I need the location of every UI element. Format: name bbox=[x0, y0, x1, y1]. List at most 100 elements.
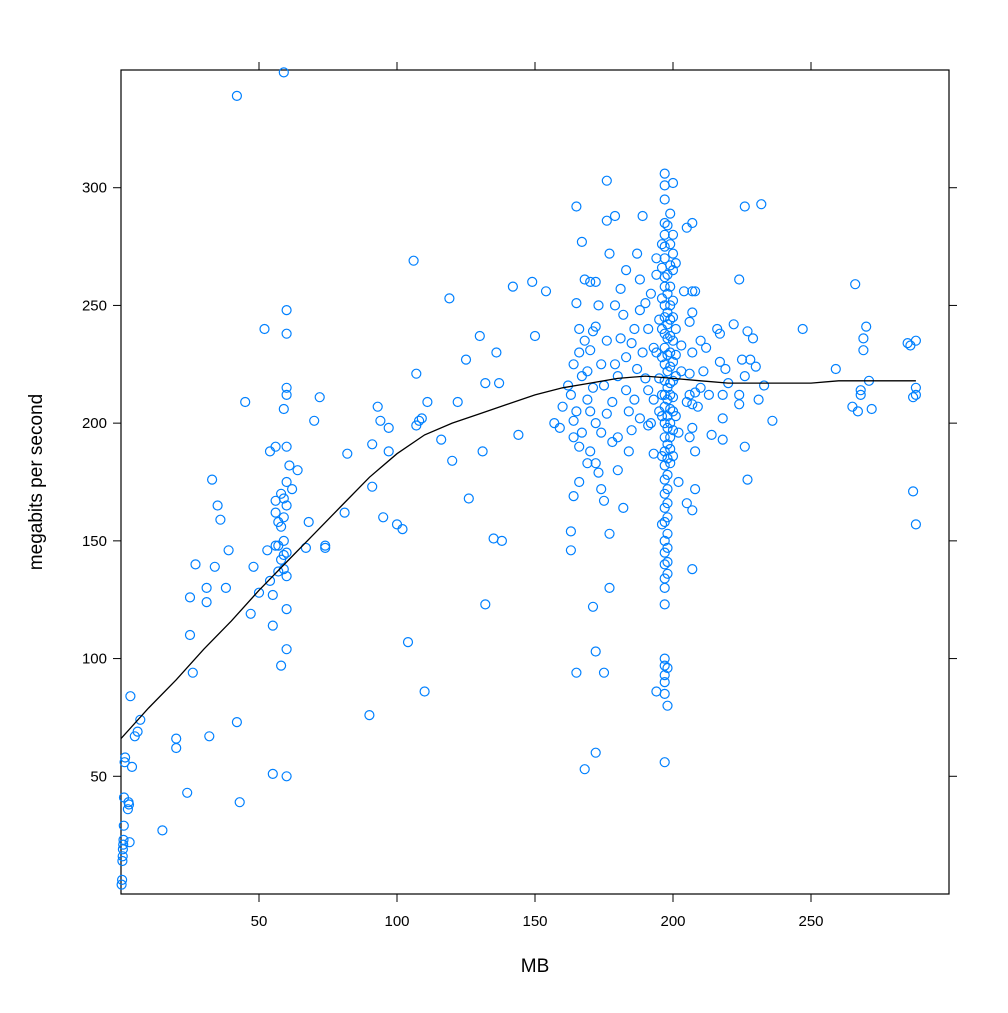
data-point bbox=[314, 392, 325, 403]
data-point bbox=[728, 319, 739, 330]
data-point bbox=[248, 561, 259, 572]
data-point bbox=[281, 476, 292, 488]
data-point bbox=[659, 432, 670, 443]
data-point bbox=[742, 474, 753, 485]
data-point bbox=[659, 688, 670, 700]
data-point bbox=[676, 366, 687, 377]
data-point bbox=[720, 363, 731, 375]
data-point bbox=[562, 380, 574, 391]
data-point bbox=[402, 636, 414, 648]
data-point bbox=[276, 660, 287, 671]
data-point bbox=[119, 752, 131, 763]
data-point bbox=[463, 493, 474, 504]
data-point bbox=[656, 411, 668, 422]
data-point bbox=[281, 644, 292, 655]
data-point bbox=[604, 582, 615, 594]
data-point bbox=[667, 177, 679, 189]
data-point bbox=[667, 335, 679, 346]
data-point bbox=[590, 646, 601, 657]
data-point bbox=[656, 239, 668, 250]
data-point bbox=[662, 469, 673, 480]
data-point bbox=[670, 258, 681, 269]
data-point bbox=[126, 761, 138, 773]
data-point bbox=[681, 396, 692, 408]
data-point bbox=[662, 288, 673, 299]
data-point bbox=[695, 382, 706, 393]
data-point bbox=[245, 608, 256, 619]
data-point bbox=[118, 834, 129, 846]
data-point bbox=[507, 281, 519, 292]
data-point bbox=[676, 340, 687, 351]
data-point bbox=[855, 385, 866, 396]
data-point bbox=[734, 274, 745, 285]
data-point bbox=[601, 335, 612, 346]
data-point bbox=[124, 837, 135, 848]
data-point bbox=[665, 443, 676, 455]
data-point bbox=[119, 757, 130, 768]
data-point bbox=[568, 359, 579, 370]
data-point bbox=[576, 236, 588, 247]
data-point bbox=[240, 396, 251, 408]
data-point bbox=[276, 521, 287, 532]
data-point bbox=[375, 415, 386, 426]
data-point bbox=[910, 382, 922, 393]
data-point bbox=[665, 347, 676, 358]
data-point bbox=[734, 389, 745, 400]
data-point bbox=[659, 180, 670, 191]
data-point bbox=[585, 406, 596, 417]
data-point bbox=[604, 248, 615, 259]
data-point bbox=[557, 401, 568, 412]
data-point bbox=[756, 199, 767, 210]
data-point bbox=[447, 455, 458, 466]
data-point bbox=[689, 286, 701, 297]
data-point bbox=[665, 239, 676, 250]
data-point bbox=[496, 535, 507, 547]
data-point bbox=[618, 502, 629, 513]
data-point bbox=[667, 451, 679, 462]
data-point bbox=[667, 312, 679, 323]
data-point bbox=[565, 526, 577, 537]
data-point bbox=[687, 422, 698, 433]
data-point bbox=[612, 465, 623, 476]
data-point bbox=[212, 500, 223, 511]
data-point bbox=[654, 314, 665, 325]
data-point bbox=[281, 547, 292, 558]
data-point bbox=[659, 229, 670, 240]
data-point bbox=[687, 307, 698, 318]
data-point bbox=[590, 321, 601, 332]
data-point bbox=[670, 323, 681, 335]
data-point bbox=[662, 269, 673, 280]
data-point bbox=[659, 253, 670, 264]
data-point bbox=[596, 484, 607, 495]
data-point bbox=[797, 323, 808, 335]
data-point bbox=[590, 418, 601, 429]
data-point bbox=[662, 542, 673, 554]
data-point bbox=[659, 660, 670, 671]
data-point bbox=[615, 283, 626, 294]
data-point bbox=[278, 67, 289, 78]
data-point bbox=[184, 592, 196, 603]
data-point bbox=[281, 305, 292, 316]
data-point bbox=[411, 368, 422, 379]
data-point bbox=[571, 201, 582, 212]
data-point bbox=[367, 439, 378, 450]
plot-frame bbox=[120, 69, 950, 895]
data-point bbox=[739, 441, 750, 452]
data-point bbox=[281, 500, 292, 511]
data-point bbox=[659, 669, 670, 681]
data-point bbox=[858, 333, 869, 344]
data-point bbox=[665, 403, 676, 415]
data-point bbox=[659, 281, 670, 292]
data-point bbox=[132, 726, 143, 737]
data-point bbox=[689, 387, 701, 398]
data-point bbox=[684, 389, 695, 400]
data-point bbox=[494, 378, 505, 389]
data-point bbox=[582, 366, 593, 377]
data-point bbox=[300, 542, 311, 554]
data-point bbox=[574, 323, 585, 335]
data-point bbox=[645, 418, 657, 429]
data-point bbox=[665, 314, 676, 325]
data-point bbox=[122, 804, 134, 815]
data-point bbox=[604, 528, 615, 539]
data-point bbox=[157, 825, 168, 836]
